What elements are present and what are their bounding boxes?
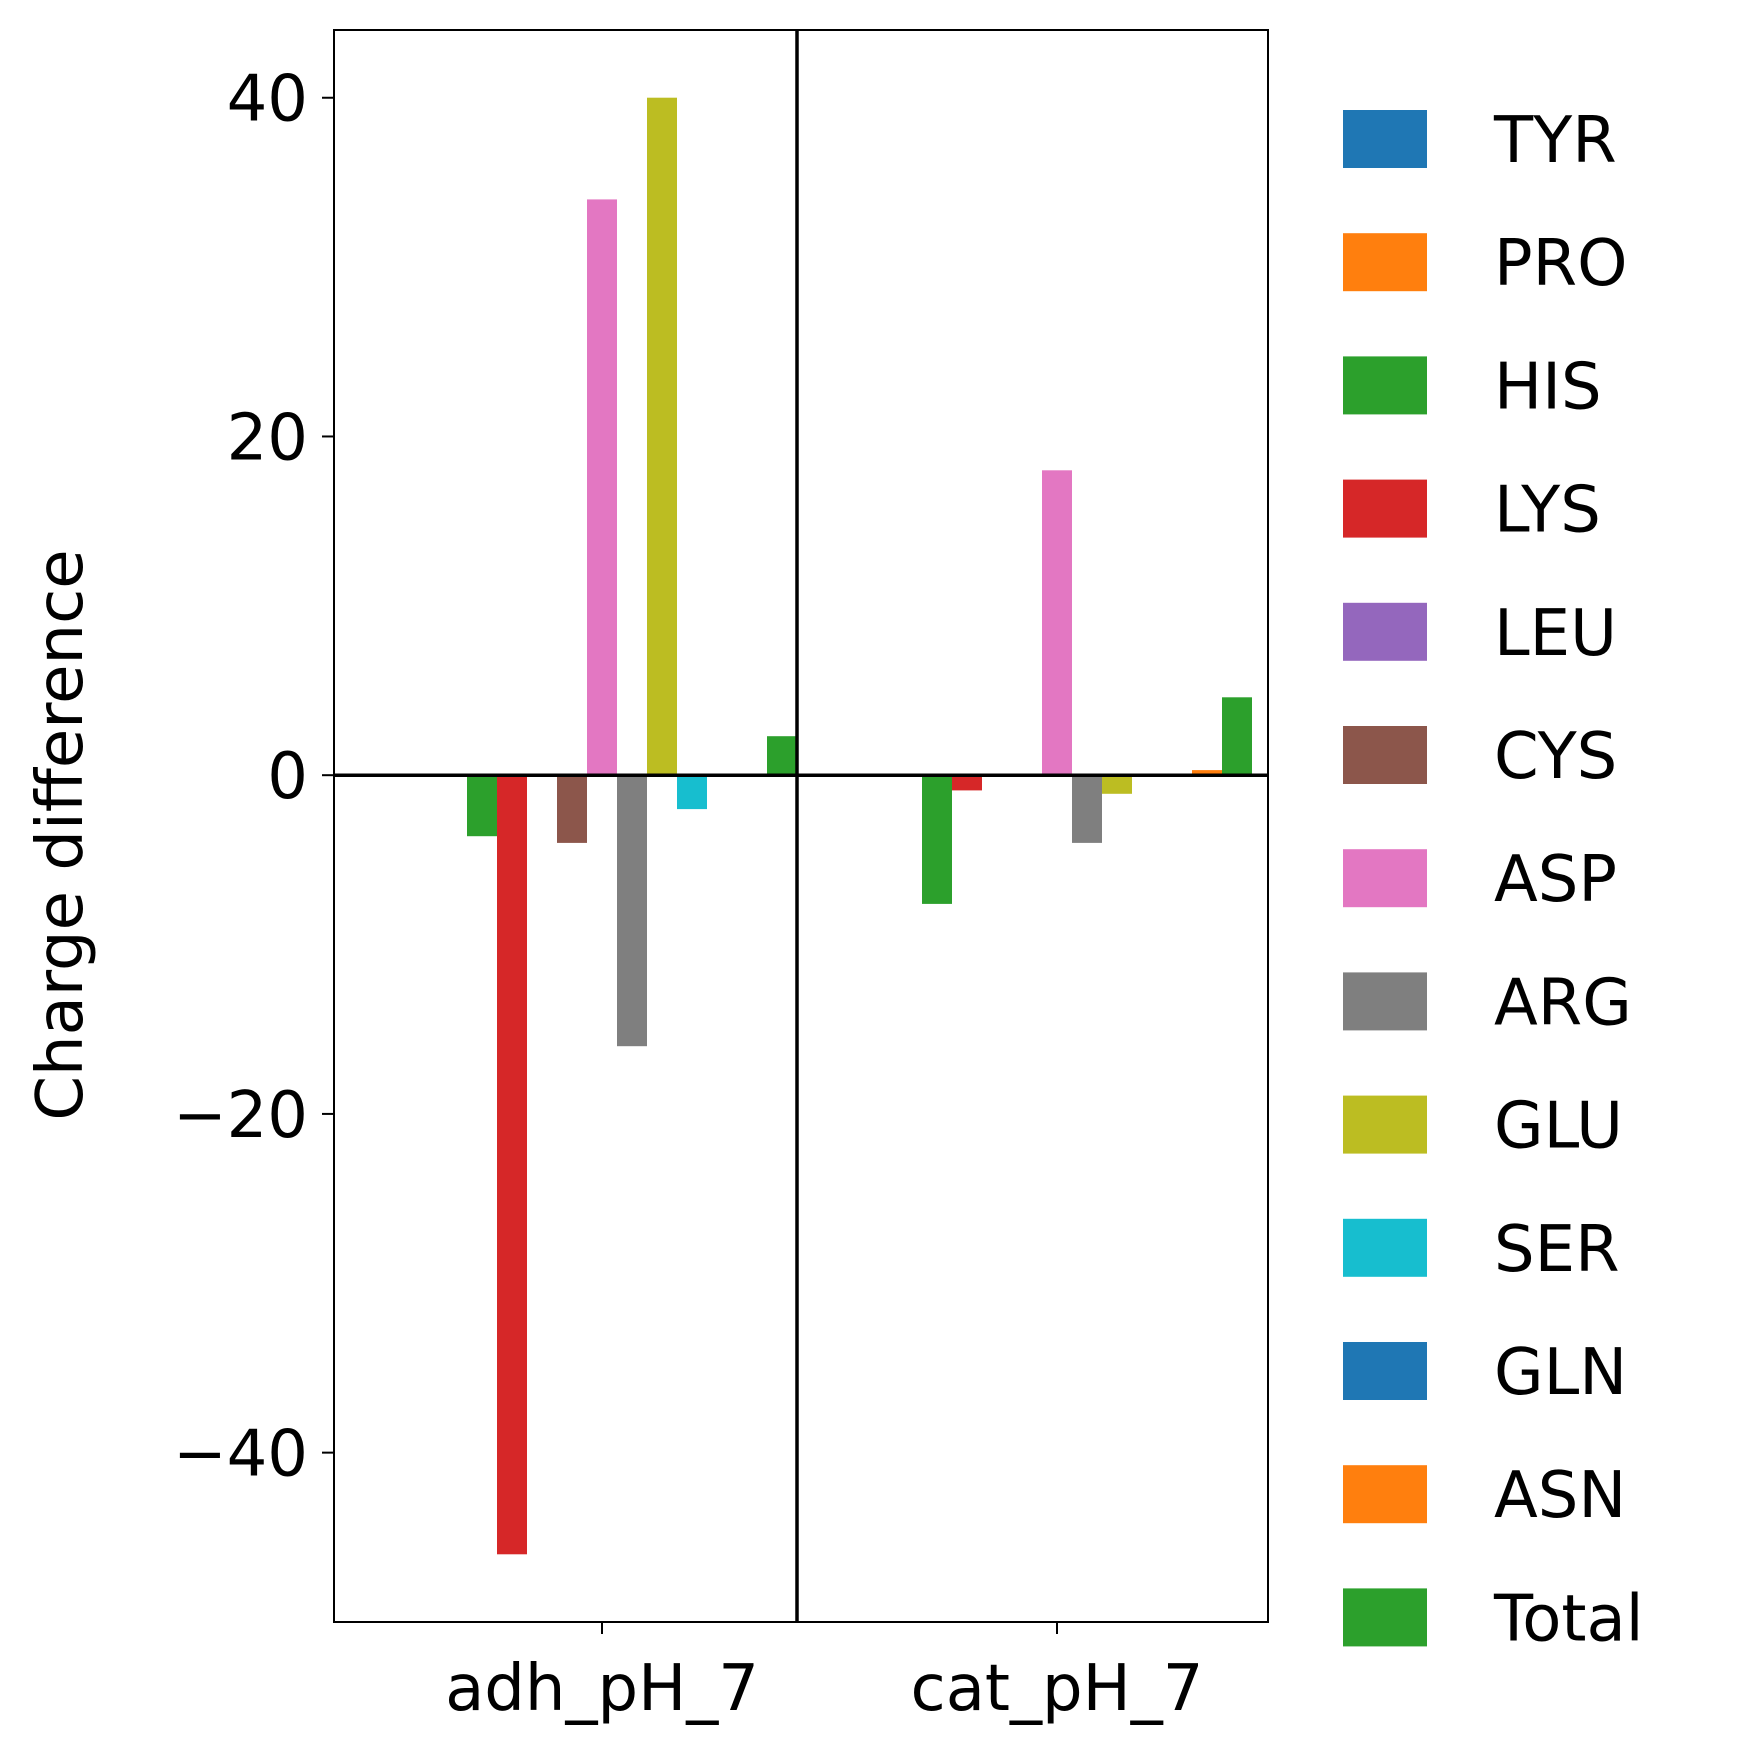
legend-swatch-asp xyxy=(1343,849,1427,908)
bar-cys-adh-ph-7 xyxy=(557,775,587,843)
y-tick-label: 20 xyxy=(227,401,308,475)
legend-label-his: HIS xyxy=(1494,350,1602,424)
bar-glu-cat-ph-7 xyxy=(1102,775,1132,794)
bar-arg-cat-ph-7 xyxy=(1072,775,1102,843)
y-tick-label: 40 xyxy=(227,63,308,137)
y-tick-label: −40 xyxy=(173,1418,308,1492)
bar-asp-adh-ph-7 xyxy=(587,199,617,776)
bar-asn-cat-ph-7 xyxy=(1192,770,1222,776)
legend-swatch-tyr xyxy=(1343,110,1427,168)
legend-swatch-asn xyxy=(1343,1465,1427,1524)
bar-asp-cat-ph-7 xyxy=(1042,470,1072,776)
legend-label-lys: LYS xyxy=(1494,474,1601,548)
legend-label-arg: ARG xyxy=(1494,966,1632,1040)
legend-label-cys: CYS xyxy=(1494,720,1617,794)
legend-label-pro: PRO xyxy=(1494,227,1627,301)
bar-lys-cat-ph-7 xyxy=(952,775,982,791)
legend-swatch-arg xyxy=(1343,972,1427,1031)
legend-label-leu: LEU xyxy=(1494,597,1617,671)
bar-lys-adh-ph-7 xyxy=(497,775,527,1555)
bar-ser-adh-ph-7 xyxy=(677,775,707,810)
legend-label-glu: GLU xyxy=(1494,1090,1623,1164)
legend-swatch-gln xyxy=(1343,1342,1427,1400)
bar-glu-adh-ph-7 xyxy=(647,97,677,776)
legend-label-asp: ASP xyxy=(1494,843,1617,917)
lines-layer xyxy=(333,29,1269,1623)
legend-swatch-cys xyxy=(1343,726,1427,784)
bar-total-adh-ph-7 xyxy=(767,736,797,776)
legend-label-asn: ASN xyxy=(1494,1459,1626,1533)
legend-swatch-pro xyxy=(1343,233,1427,292)
bar-arg-adh-ph-7 xyxy=(617,775,647,1047)
y-axis-ticks: 40 20 0 −20 −40 xyxy=(173,63,334,1492)
legend-swatch-his xyxy=(1343,356,1427,415)
x-tick-label: cat_pH_7 xyxy=(911,1652,1204,1726)
legend-label-gln: GLN xyxy=(1494,1336,1627,1410)
bar-total-cat-ph-7 xyxy=(1222,697,1252,776)
y-axis-label: Charge difference xyxy=(24,549,98,1120)
legend-swatch-total xyxy=(1343,1588,1427,1647)
legend-swatch-ser xyxy=(1343,1218,1427,1277)
x-axis-ticks: adh_pH_7 cat_pH_7 xyxy=(445,1622,1203,1726)
legend-swatch-lys xyxy=(1343,479,1427,538)
bar-his-adh-ph-7 xyxy=(467,775,497,837)
legend-swatch-glu xyxy=(1343,1095,1427,1154)
plot-frame xyxy=(333,29,1269,1623)
y-tick-label: −20 xyxy=(173,1079,308,1153)
x-tick-label: adh_pH_7 xyxy=(445,1652,759,1726)
legend-label-ser: SER xyxy=(1494,1213,1620,1287)
legend-swatch-leu xyxy=(1343,602,1427,661)
bars-layer xyxy=(467,97,1252,1555)
bar-his-cat-ph-7 xyxy=(922,775,952,904)
legend-label-tyr: TYR xyxy=(1493,104,1617,178)
y-tick-label: 0 xyxy=(267,740,308,814)
legend-label-total: Total xyxy=(1493,1582,1643,1656)
legend: TYR PRO HIS LYS LEU CYS ASP ARG GLU SER GLN ASN Tota… xyxy=(1343,104,1643,1656)
